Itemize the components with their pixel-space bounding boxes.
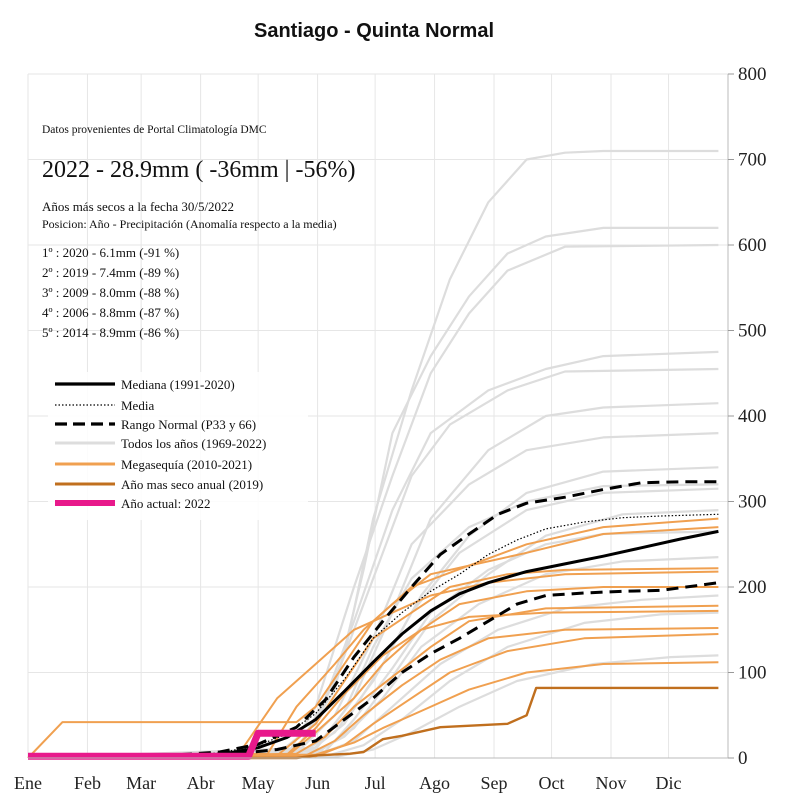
ranking-item: 3º : 2009 - 8.0mm (-88 %) bbox=[42, 285, 179, 300]
y-tick-label: 100 bbox=[738, 663, 767, 684]
y-tick-label: 800 bbox=[738, 64, 767, 85]
annotations: Datos provenientes de Portal Climatologí… bbox=[42, 124, 355, 340]
legend-label-mediana: Mediana (1991-2020) bbox=[121, 377, 235, 392]
y-tick-label: 200 bbox=[738, 577, 767, 598]
megasequia-line bbox=[27, 567, 719, 759]
x-tick-label: Nov bbox=[596, 773, 627, 793]
rango-normal-line bbox=[27, 480, 719, 760]
rango-normal-line bbox=[28, 581, 719, 760]
current-year-line bbox=[28, 729, 316, 760]
ranking-item: 1º : 2020 - 6.1mm (-91 %) bbox=[42, 245, 179, 260]
x-tick-label: Ago bbox=[419, 773, 450, 793]
x-tick-label: Ene bbox=[14, 773, 42, 793]
headline: 2022 - 28.9mm ( -36mm | -56%) bbox=[42, 157, 355, 183]
driest-year-line bbox=[28, 686, 719, 760]
legend-label-todos: Todos los años (1969-2022) bbox=[121, 436, 266, 451]
all-years-line bbox=[27, 611, 719, 760]
ticks: 0 100 200 300 400 500 600 700 800 Ene Feb Mar Abr May… bbox=[14, 64, 766, 793]
x-tick-label: Feb bbox=[74, 773, 101, 793]
driest-title: Años más secos a la fecha 30/5/2022 bbox=[42, 199, 234, 214]
x-tick-label: Jul bbox=[365, 773, 386, 793]
legend-label-actual: Año actual: 2022 bbox=[121, 496, 211, 511]
x-tick-label: Oct bbox=[539, 773, 565, 793]
x-tick-label: Mar bbox=[126, 773, 156, 793]
legend-label-megasequia: Megasequía (2010-2021) bbox=[121, 457, 252, 472]
x-tick-label: Sep bbox=[481, 773, 508, 793]
megasequia-line bbox=[27, 604, 719, 759]
legend: Mediana (1991-2020) Media Rango Normal (… bbox=[48, 372, 308, 520]
legend-label-rango: Rango Normal (P33 y 66) bbox=[121, 417, 256, 432]
driest-subtitle: Posicion: Año - Precipitación (Anomalía … bbox=[42, 217, 337, 231]
all-years-line bbox=[27, 509, 719, 760]
ranking-item: 5º : 2014 - 8.9mm (-86 %) bbox=[42, 325, 179, 340]
megasequia-line bbox=[27, 609, 719, 759]
megasequia-line bbox=[27, 627, 719, 759]
y-tick-label: 400 bbox=[738, 406, 767, 427]
source-note: Datos provenientes de Portal Climatologí… bbox=[42, 124, 267, 136]
chart-title: Santiago - Quinta Normal bbox=[254, 20, 494, 42]
x-tick-label: Abr bbox=[187, 773, 215, 793]
legend-label-seco: Año mas seco anual (2019) bbox=[121, 477, 263, 492]
legend-background bbox=[48, 372, 308, 520]
ranking-item: 4º : 2006 - 8.8mm (-87 %) bbox=[42, 305, 179, 320]
all-years-line bbox=[27, 432, 719, 760]
y-tick-label: 0 bbox=[738, 748, 748, 769]
y-tick-label: 600 bbox=[738, 235, 767, 256]
x-tick-label: Dic bbox=[656, 773, 682, 793]
ranking-item: 2º : 2019 - 7.4mm (-89 %) bbox=[42, 265, 179, 280]
megasequia-line bbox=[27, 661, 719, 759]
x-tick-label: Jun bbox=[305, 773, 330, 793]
y-tick-label: 500 bbox=[738, 321, 767, 342]
legend-label-media: Media bbox=[121, 398, 154, 413]
y-tick-label: 300 bbox=[738, 492, 767, 513]
main-series bbox=[27, 480, 719, 760]
megasequia-line bbox=[27, 570, 719, 759]
x-tick-label: May bbox=[242, 773, 275, 793]
y-tick-label: 700 bbox=[738, 150, 767, 171]
